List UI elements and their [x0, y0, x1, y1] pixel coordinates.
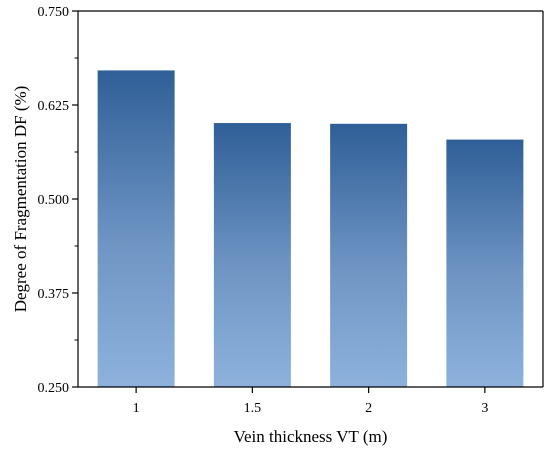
- bar-1: [97, 70, 175, 388]
- x-axis-label: Vein thickness VT (m): [234, 427, 388, 446]
- y-axis-label: Degree of Fragmentation DF (%): [11, 86, 30, 313]
- bar-1.5: [213, 123, 291, 387]
- bar-2: [330, 123, 408, 388]
- bar-3: [446, 139, 524, 387]
- x-tick-label: 3: [481, 401, 488, 416]
- y-tick-label: 0.625: [38, 99, 70, 114]
- y-tick-label: 0.250: [38, 381, 70, 396]
- y-tick-label: 0.500: [38, 193, 70, 208]
- y-tick-label: 0.375: [38, 287, 70, 302]
- y-ticks-group: 0.250 0.375 0.500 0.625 0.750: [38, 5, 78, 396]
- y-tick-label: 0.750: [38, 5, 70, 20]
- bars-group: [97, 70, 524, 388]
- x-tick-label: 2: [365, 401, 372, 416]
- x-ticks-group: 1 1.5 2 3: [133, 387, 488, 416]
- x-tick-label: 1: [133, 401, 140, 416]
- x-tick-label: 1.5: [244, 401, 262, 416]
